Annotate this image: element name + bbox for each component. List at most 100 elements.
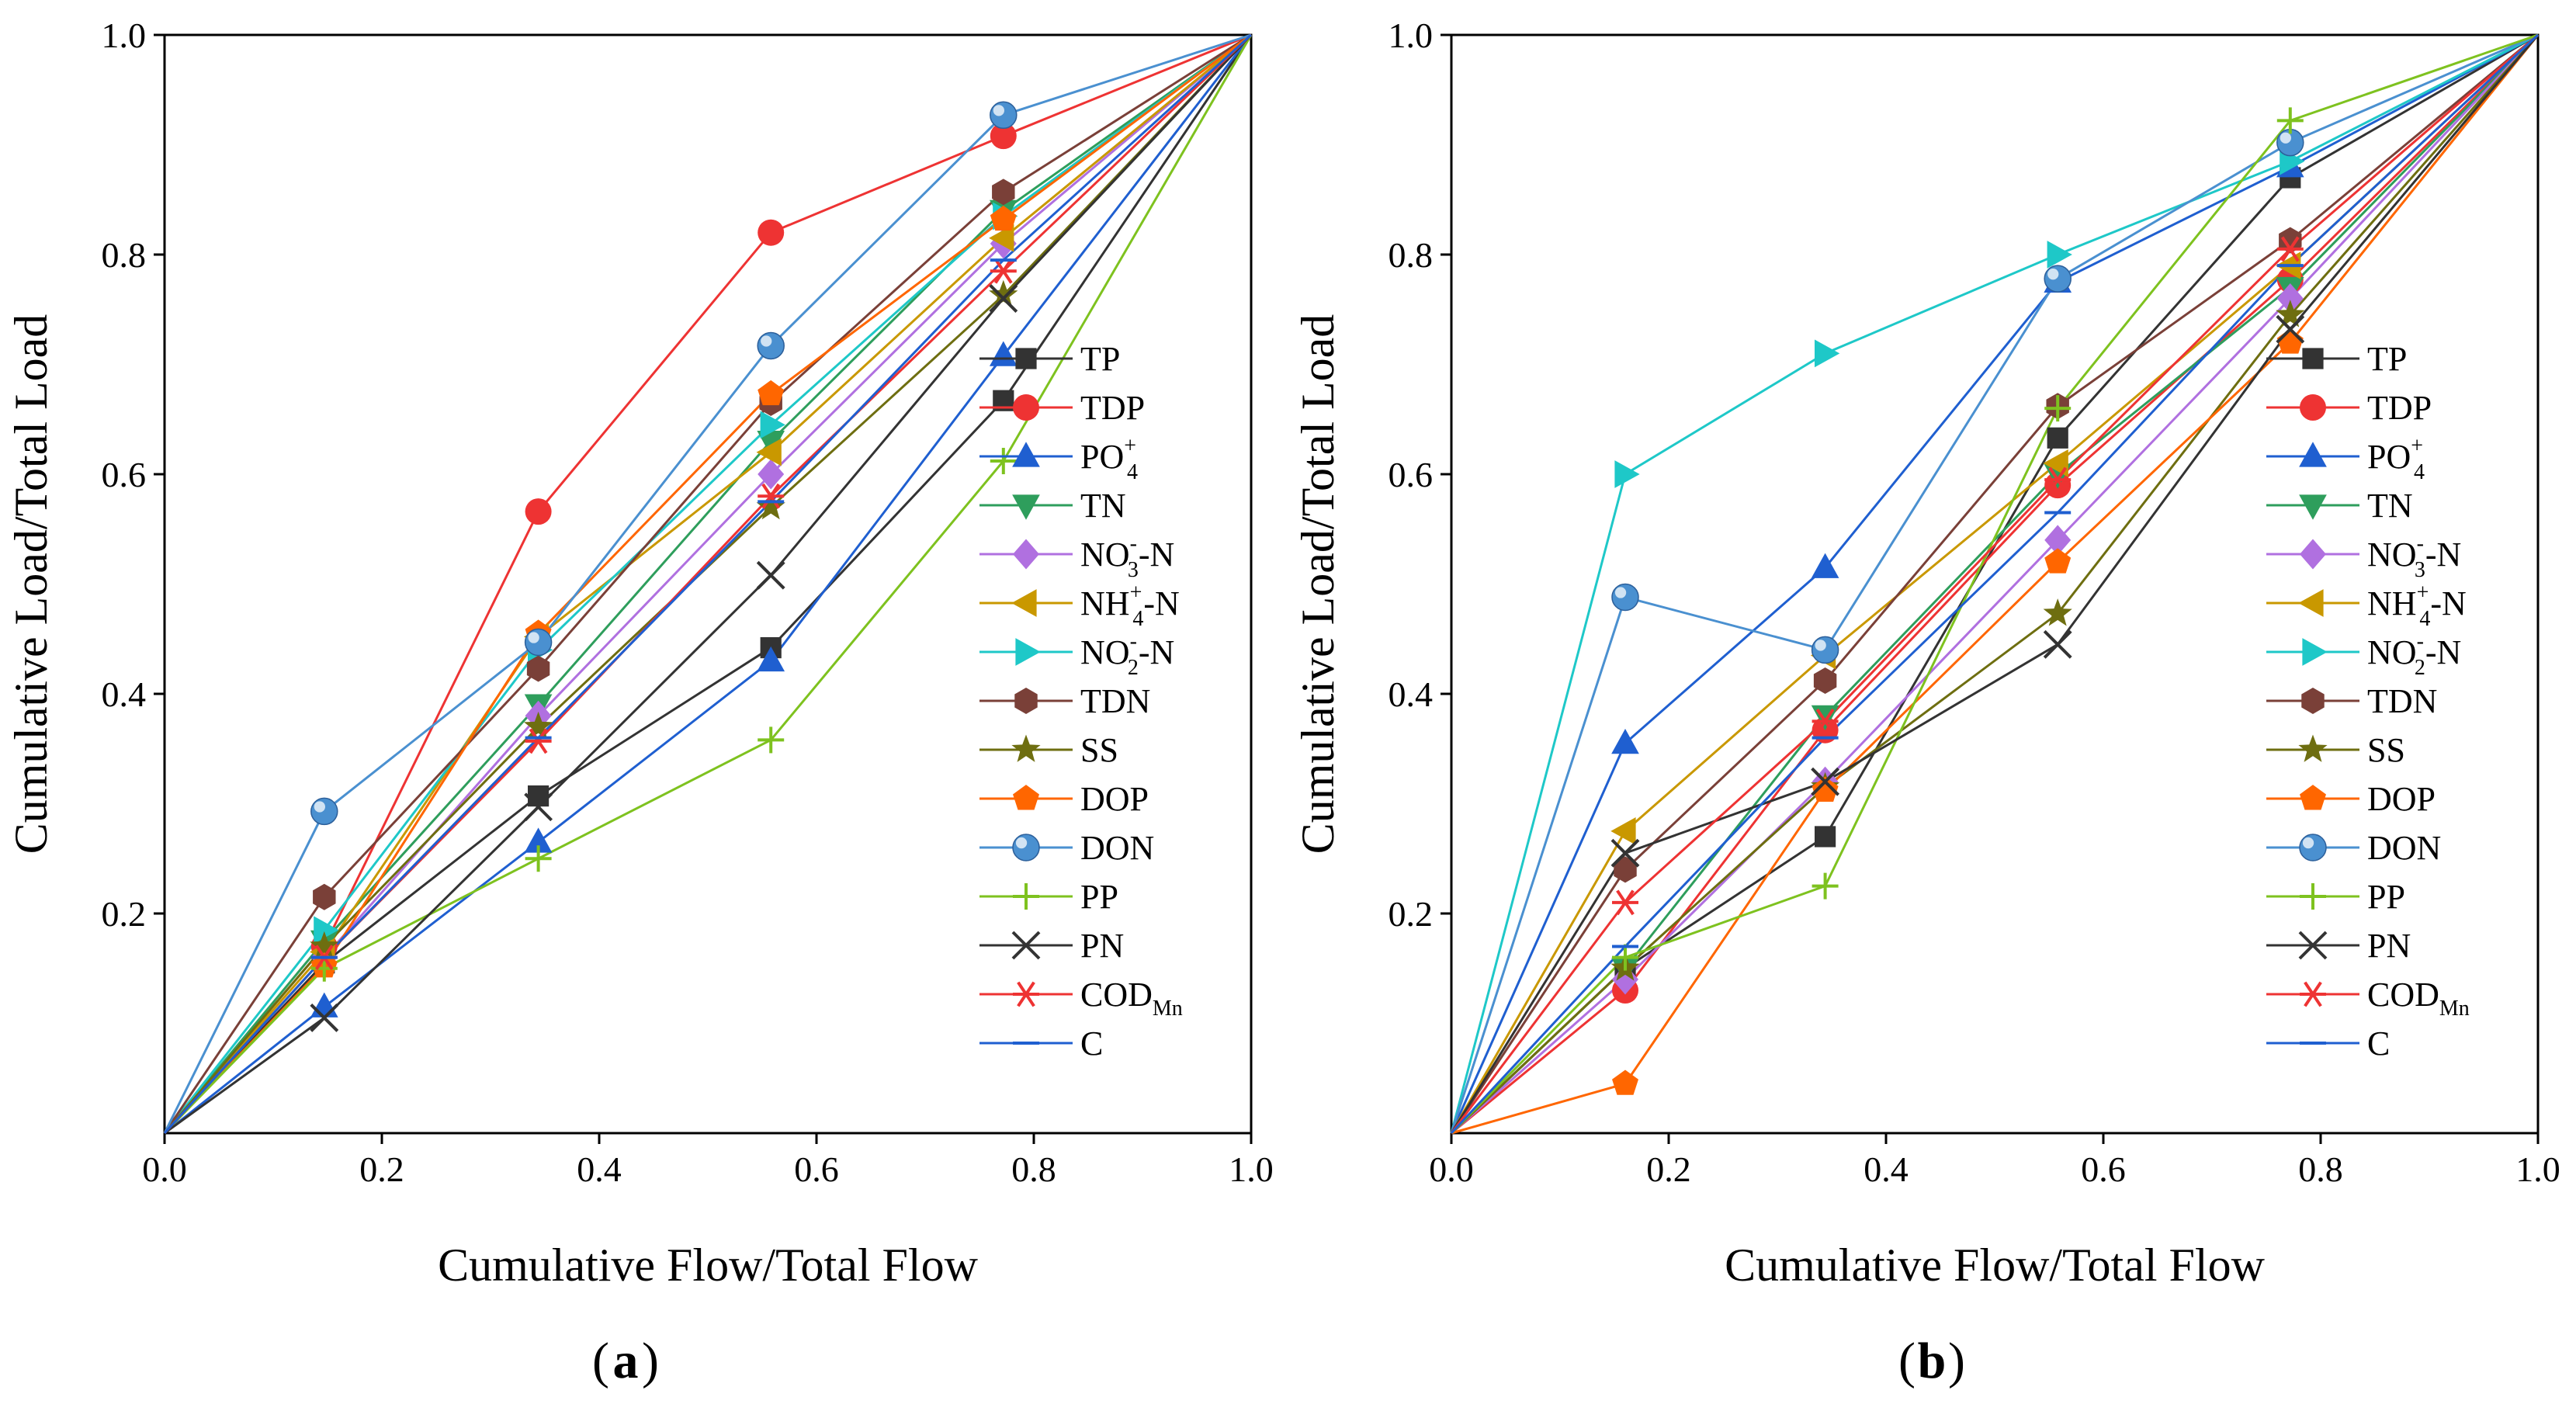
panel-b-point-don-4 [2276, 128, 2304, 157]
panel-b-legend-marker-pn [2298, 931, 2328, 960]
panel-b-legend-label-tp: TP [2367, 340, 2407, 378]
panel-b-point-dop-1 [1612, 1069, 1638, 1095]
panel-a-x-tick-label-4: 0.8 [1011, 1149, 1056, 1189]
panel-a-point-po4-2 [524, 827, 553, 853]
panel-a-x-tick-label-2: 0.4 [577, 1149, 622, 1189]
caption-a-close-paren: ) [642, 1333, 659, 1389]
panel-b-y-tick-label-0: 0.2 [1389, 894, 1434, 934]
panel-b-legend-item-pp: PP [2266, 878, 2405, 916]
panel-b-point-don-1 [1611, 583, 1639, 612]
panel-a-x-tick-label-5: 1.0 [1229, 1149, 1274, 1189]
panel-a-legend-item-pp: PP [979, 878, 1118, 916]
panel-a-point-ss-4 [989, 279, 1018, 308]
panel-b-x-tick-label-1: 0.2 [1646, 1149, 1691, 1189]
panel-a-point-no3-n-3 [758, 459, 785, 490]
panel-b-y-tick-label-2: 0.6 [1389, 455, 1434, 494]
panel-a-legend-marker-tdp [1013, 394, 1039, 421]
panel-b-x-tick-label-5: 1.0 [2515, 1149, 2560, 1189]
panel-b-line-no2-n [1450, 33, 2539, 1134]
panel-b-legend-label-codmn: CODMn [2367, 976, 2470, 1021]
panel-a-line-tn [163, 33, 1252, 1134]
panel-a-legend-marker-codmn [1013, 981, 1039, 1007]
panel-b-line-dop [1451, 34, 2540, 1135]
panel-b-point-tdn-1 [1614, 856, 1637, 883]
panel-a-point-dop-4 [990, 205, 1017, 231]
panel-a: 0.0 0.2 0.4 0.6 0.8 1.0 0.2 0.4 0.6 0.8 1.0 Cumulat… [5, 16, 1274, 1291]
panel-b-legend-label-po4: PO+ 4 [2367, 434, 2425, 484]
panel-a-x-tick-label-0: 0.0 [142, 1149, 187, 1189]
panel-a-point-codmn-3 [758, 483, 785, 509]
panel-a-legend-marker-tp [1015, 348, 1037, 369]
caption-a-open-paren: ( [592, 1333, 609, 1389]
panel-b-point-no2-n-3 [2047, 241, 2072, 269]
panel-a-point-nh4-n-3 [756, 438, 782, 466]
panel-b-point-pp-4 [2276, 107, 2304, 134]
panel-b-legend-item-c: C [2266, 1024, 2390, 1063]
panel-a-legend-item-c: C [979, 1024, 1103, 1063]
panel-a-point-no2-n-3 [760, 411, 785, 439]
panel-a-legend-item-tp: TP [979, 340, 1120, 378]
panel-a-y-tick-label-3: 0.8 [102, 235, 147, 275]
panel-a-y-tick-label-1: 0.4 [102, 674, 147, 714]
panel-b-x-tick-label-3: 0.6 [2081, 1149, 2126, 1189]
panel-a-point-ss-1 [310, 931, 339, 959]
panel-b-point-pn-3 [2043, 629, 2072, 659]
panel-b-legend-label-ss: SS [2367, 731, 2405, 769]
panel-b-legend-marker-tdp [2300, 394, 2326, 421]
panel-b-legend-marker-pp [2300, 883, 2326, 910]
panel-b-legend-item-no2-n: NO-2-N [2266, 629, 2461, 680]
panel-b-legend-marker-po4 [2299, 442, 2327, 467]
panel-b-legend-label-nh4-n: NH+ 4-N [2367, 581, 2467, 631]
panel-b-legend-label-pn: PN [2367, 927, 2411, 965]
panel-b-line-tdn [1450, 33, 2539, 1134]
panel-a-line-nh4-n [163, 33, 1252, 1134]
panel-a-point-tdn-4 [992, 179, 1015, 206]
caption-a-letter: a [613, 1333, 639, 1389]
panel-b-point-dop-3 [2044, 548, 2072, 574]
panel-b-x-tick-label-4: 0.8 [2298, 1149, 2343, 1189]
panel-a-point-pp-4 [990, 448, 1017, 475]
panel-a-legend-item-no2-n: NO-2-N [979, 629, 1174, 680]
panel-b-legend-marker-no2-n [2302, 638, 2328, 666]
panel-a-legend-label-pn: PN [1080, 927, 1124, 965]
panel-a-line-pp [163, 34, 1253, 1135]
panel-b-legend-item-tdp: TDP [2266, 389, 2432, 427]
panel-b-legend-label-don: DON [2367, 829, 2441, 867]
panel-a-point-dop-3 [758, 380, 785, 406]
panel-b-legend-label-no2-n: NO-2-N [2367, 629, 2461, 680]
panel-a-point-pn-1 [310, 1004, 339, 1032]
panel-b-legend-label-c: C [2367, 1024, 2390, 1063]
panel-a-legend-marker-po4 [1012, 442, 1040, 467]
panel-b-point-no2-n-2 [1815, 339, 1840, 368]
panel-a-legend-marker-pn [1011, 931, 1041, 960]
panel-a-point-nh4-n-4 [989, 224, 1014, 252]
panel-b-point-tdn-2 [1813, 667, 1837, 695]
panel-b-point-tp-2 [1815, 826, 1836, 848]
panel-b-y-tick-label-4: 1.0 [1389, 16, 1434, 55]
panel-a-point-po4-3 [757, 646, 785, 672]
panel-a-point-pn-3 [756, 560, 785, 590]
panel-b-y-tick-label-3: 0.8 [1389, 235, 1434, 275]
panel-b-point-pp-1 [1612, 944, 1638, 971]
panel-a-point-don-4 [990, 101, 1018, 130]
panel-b-legend-marker-codmn [2300, 981, 2326, 1007]
panel-a-point-codmn-2 [525, 728, 552, 754]
panel-a-legend-marker-tn [1012, 494, 1040, 520]
panel-a-x-tick-label-1: 0.2 [359, 1149, 404, 1189]
panel-b-legend-item-tdn: TDN [2266, 682, 2437, 720]
panel-a-line-dop [163, 33, 1252, 1135]
panel-a-line-tp [163, 34, 1253, 1135]
panel-a-point-don-2 [524, 628, 553, 657]
panel-b-point-po4-1 [1611, 728, 1639, 754]
panel-a-legend-item-tdn: TDN [979, 682, 1150, 720]
panel-a-legend-label-pp: PP [1080, 878, 1118, 916]
panel-b-legend-label-tdn: TDN [2367, 682, 2437, 720]
panel-b-line-codmn [1450, 33, 2539, 1134]
panel-a-legend-label-tn: TN [1080, 487, 1126, 525]
panel-a-legend-marker-no3-n [1013, 539, 1039, 570]
panel-b-point-pp-3 [2044, 395, 2072, 422]
panel-a-point-don-3 [757, 331, 785, 360]
panel-a-y-axis-label: Cumulative Load/Total Load [5, 314, 57, 855]
panel-a-point-pp-3 [758, 726, 785, 754]
